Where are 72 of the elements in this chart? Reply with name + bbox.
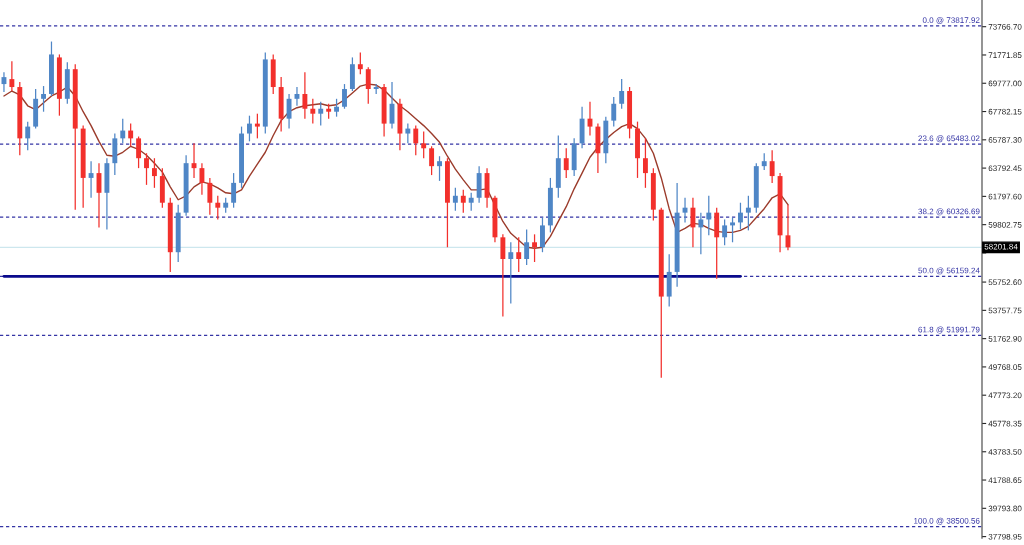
candlestick — [286, 93, 292, 130]
candlestick — [642, 137, 648, 189]
y-tick-label: 49768.05 — [988, 364, 1022, 370]
y-tick-label: 37798.95 — [988, 533, 1022, 540]
candlestick — [199, 162, 205, 196]
candlestick — [500, 233, 506, 318]
candlestick — [405, 122, 411, 144]
candlestick — [128, 122, 134, 147]
candlestick — [508, 241, 514, 305]
candlestick — [413, 124, 419, 156]
y-tick-label: 65787.30 — [988, 137, 1022, 143]
candlestick — [231, 172, 237, 209]
candlestick — [516, 236, 522, 273]
candlestick — [429, 145, 435, 176]
ref-line-label: 38.2 @ 60326.69 — [918, 208, 980, 216]
candlestick — [460, 189, 466, 214]
candlestick — [563, 147, 569, 179]
candlestick — [120, 118, 126, 144]
ref-line-label: 0.0 @ 73817.92 — [922, 17, 980, 25]
candlestick — [151, 157, 157, 189]
candlestick — [706, 195, 712, 236]
ref-line-label: 100.0 @ 38500.56 — [914, 517, 980, 525]
ref-line-label: 61.8 @ 51991.79 — [918, 326, 980, 334]
y-tick-label: 59802.75 — [988, 221, 1022, 228]
y-tick-label: 41788.65 — [988, 477, 1022, 484]
y-tick-label: 51762.90 — [988, 335, 1022, 342]
candlestick — [310, 98, 316, 125]
y-tick-label: 47773.20 — [988, 392, 1022, 399]
candlestick — [342, 83, 347, 110]
candlestick — [318, 101, 324, 127]
y-tick-label: 71771.85 — [988, 52, 1022, 58]
candlestick — [136, 135, 142, 169]
candlestick — [421, 130, 427, 159]
candlestick — [452, 187, 458, 212]
y-tick-label: 69777.00 — [988, 80, 1022, 87]
candlestick — [619, 78, 625, 110]
candlestick — [365, 66, 371, 105]
candlestick — [25, 121, 31, 151]
candlestick — [437, 155, 442, 182]
y-tick-label: 39793.80 — [988, 505, 1022, 512]
candlestick — [524, 228, 530, 266]
ref-line-label: 50.0 @ 56159.24 — [918, 267, 980, 275]
candlestick — [745, 195, 751, 231]
candlestick — [9, 60, 15, 92]
y-tick-label: 73766.70 — [988, 23, 1022, 30]
candlestick — [302, 71, 308, 120]
y-tick-label: 67782.15 — [988, 108, 1022, 115]
candlestick — [357, 51, 363, 75]
y-tick-label: 63792.45 — [988, 165, 1022, 172]
y-tick-label: 43783.50 — [988, 449, 1022, 455]
candlestick — [611, 96, 617, 128]
candlestick — [722, 218, 728, 246]
y-tick-label: 61797.60 — [988, 193, 1022, 200]
candlestick — [690, 197, 696, 248]
candlestick — [207, 177, 213, 216]
ref-line-label: 23.6 @ 65483.02 — [918, 135, 980, 143]
candlestick — [769, 149, 775, 184]
ref-line-label: 58201.84 — [984, 243, 1018, 250]
candlestick — [247, 115, 252, 142]
candlestick — [144, 152, 149, 186]
candlestick — [41, 85, 47, 113]
y-tick-label: 45778.35 — [988, 420, 1022, 427]
candlestick — [698, 212, 704, 255]
candlestick — [88, 160, 94, 199]
candlestick — [730, 216, 735, 243]
y-tick-label: 55752.60 — [988, 279, 1022, 286]
y-tick-label: 53757.75 — [988, 307, 1022, 314]
candlestick — [215, 195, 221, 221]
candlestick — [738, 202, 743, 231]
candlestick — [540, 216, 545, 253]
candlestick — [532, 233, 538, 263]
candlestick — [254, 113, 260, 139]
